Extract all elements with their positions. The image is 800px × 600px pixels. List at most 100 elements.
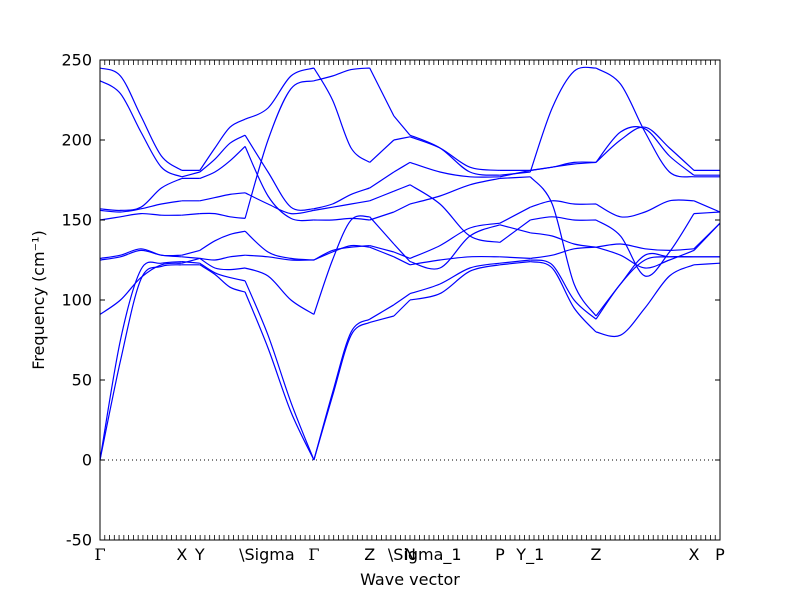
band-line-segment-11-band-3 xyxy=(693,222,721,250)
band-line-segment-7-band-4 xyxy=(409,222,500,259)
x-tick-label-12: P xyxy=(715,545,725,564)
band-line-segment-4-band-1 xyxy=(313,318,371,461)
x-tick-label-6: \Sigma_1 xyxy=(388,545,462,565)
band-line-segment-1-band-5 xyxy=(181,213,200,216)
band-line-segment-3-band-1 xyxy=(244,280,315,461)
band-line-segment-4-band-5 xyxy=(313,67,370,82)
band-line-segment-6-band-0 xyxy=(393,299,411,317)
x-tick-label-4: Γ xyxy=(308,545,319,564)
band-line-segment-10-band-1 xyxy=(595,255,694,320)
band-line-segment-4-band-2 xyxy=(313,215,370,315)
y-tick-label-6: 250 xyxy=(61,51,92,70)
band-line-segment-8-band-3 xyxy=(499,256,531,259)
band-line-segment-0-band-0 xyxy=(99,264,182,461)
x-tick-label-5: Z xyxy=(364,545,375,564)
x-tick-label-3: \Sigma xyxy=(239,545,295,564)
band-line-segment-5-band-1 xyxy=(369,304,395,320)
band-line-segment-9-band-2 xyxy=(530,232,597,248)
band-line-segment-6-band-6 xyxy=(393,184,411,192)
band-line-segment-10-band-6 xyxy=(595,213,695,277)
band-line-segment-0-band-5 xyxy=(99,212,182,221)
band-line-segment-0-band-6 xyxy=(99,200,182,213)
band-line-segment-8-band-4 xyxy=(499,206,531,224)
band-line-segment-2-band-3 xyxy=(199,254,246,261)
band-line-segment-6-band-8 xyxy=(393,161,411,173)
band-line-segment-2-band-7 xyxy=(199,145,246,179)
band-line-segment-10-band-8 xyxy=(595,125,695,176)
band-line-segment-3-band-7 xyxy=(244,146,314,222)
band-line-segment-7-band-3 xyxy=(409,255,500,266)
band-line-segment-8-band-7 xyxy=(499,176,531,179)
band-line-segment-1-band-1 xyxy=(181,261,200,264)
band-line-segment-9-band-5 xyxy=(529,66,597,173)
x-tick-label-8: P xyxy=(495,545,505,564)
x-tick-label-2: Y xyxy=(194,545,205,564)
band-line-segment-10-band-7 xyxy=(595,252,694,317)
y-axis-label: Frequency (cm⁻¹) xyxy=(29,230,48,369)
band-line-segment-7-band-6 xyxy=(409,184,501,243)
band-line-segment-4-band-6 xyxy=(313,200,370,211)
band-line-segment-10-band-0 xyxy=(595,264,695,338)
band-line-segment-8-band-2 xyxy=(499,224,531,234)
band-line-segment-2-band-1 xyxy=(199,262,246,282)
band-line-segment-4-band-3 xyxy=(313,244,370,261)
band-line-segment-11-band-4 xyxy=(693,200,721,213)
band-line-segment-9-band-0 xyxy=(530,261,597,333)
y-tick-label-5: 200 xyxy=(61,131,92,150)
band-line-segment-9-band-6 xyxy=(530,216,597,221)
band-line-segment-3-band-5 xyxy=(244,80,315,219)
band-line-segment-4-band-7 xyxy=(313,217,370,221)
band-line-segment-0-band-9 xyxy=(99,67,183,171)
band-line-segment-7-band-2 xyxy=(409,224,501,270)
band-line-segment-5-band-6 xyxy=(369,190,395,202)
band-line-segment-7-band-0 xyxy=(409,264,501,301)
band-line-segment-3-band-8 xyxy=(244,134,314,211)
band-line-segment-10-band-5 xyxy=(595,67,695,178)
band-line-segment-5-band-8 xyxy=(369,171,395,189)
x-tick-label-7: N xyxy=(404,545,416,564)
x-tick-label-9: Y_1 xyxy=(515,545,544,565)
band-line-segment-8-band-6 xyxy=(499,219,531,243)
band-line-segment-8-band-8 xyxy=(499,169,531,178)
x-tick-label-1: X xyxy=(176,545,187,564)
band-line-segment-3-band-2 xyxy=(244,267,315,315)
band-line-segment-6-band-9 xyxy=(393,136,411,141)
band-line-segment-10-band-9 xyxy=(595,126,695,171)
band-line-segment-8-band-0 xyxy=(499,261,531,266)
band-line-segment-6-band-1 xyxy=(393,293,411,306)
band-line-segment-2-band-6 xyxy=(199,192,246,202)
y-tick-label-0: -50 xyxy=(66,531,92,550)
band-line-segment-10-band-3 xyxy=(595,243,694,252)
band-line-segment-2-band-0 xyxy=(199,264,246,293)
band-line-segment-9-band-3 xyxy=(530,246,597,259)
band-line-segment-3-band-3 xyxy=(245,254,314,261)
band-line-segment-0-band-7 xyxy=(99,177,183,212)
band-line-segment-7-band-9 xyxy=(409,136,500,171)
band-line-segment-0-band-2 xyxy=(99,262,182,315)
band-line-segment-7-band-5 xyxy=(409,134,500,176)
band-line-segment-5-band-4 xyxy=(369,245,395,253)
band-line-segment-2-band-4 xyxy=(199,230,246,251)
band-line-segment-5-band-9 xyxy=(369,139,395,163)
x-tick-label-10: Z xyxy=(591,545,602,564)
band-lines xyxy=(99,66,721,461)
band-line-segment-11-band-0 xyxy=(693,262,721,266)
band-line-segment-3-band-4 xyxy=(244,230,314,261)
band-line-segment-7-band-8 xyxy=(409,161,500,178)
band-line-segment-10-band-4 xyxy=(595,199,694,218)
band-line-segment-5-band-7 xyxy=(369,211,395,221)
band-line-segment-6-band-5 xyxy=(393,115,411,136)
band-line-segment-2-band-8 xyxy=(199,134,246,173)
band-line-segment-0-band-8 xyxy=(99,80,183,178)
band-line-segment-2-band-5 xyxy=(199,212,246,219)
y-tick-label-3: 100 xyxy=(61,291,92,310)
band-line-segment-1-band-3 xyxy=(181,256,200,259)
band-line-segment-6-band-2 xyxy=(393,243,411,263)
band-line-segment-1-band-4 xyxy=(181,249,200,256)
band-line-segment-6-band-7 xyxy=(393,203,411,213)
band-line-segment-9-band-9 xyxy=(530,161,597,171)
band-line-segment-2-band-2 xyxy=(199,257,246,271)
band-line-segment-5-band-0 xyxy=(369,315,395,323)
y-tick-label-2: 50 xyxy=(72,371,92,390)
band-line-segment-5-band-3 xyxy=(369,246,395,258)
